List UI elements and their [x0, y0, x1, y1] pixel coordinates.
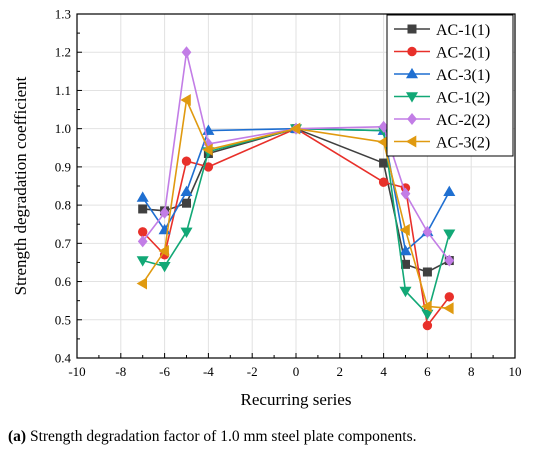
- y-tick-label: 0.9: [55, 159, 71, 174]
- data-point: [400, 187, 411, 200]
- caption-label: (a): [8, 428, 27, 445]
- legend-item: AC-3(2): [394, 135, 490, 152]
- x-tick-label: 0: [293, 364, 300, 379]
- x-tick-label: 6: [424, 364, 431, 379]
- data-point: [422, 320, 433, 331]
- legend: AC-1(1) AC-2(1) AC-3(1) AC-1(2) AC-2(2) AC-3(…: [386, 14, 514, 157]
- legend-item: AC-2(1): [394, 45, 490, 62]
- data-point: [180, 93, 191, 107]
- x-axis-title: Recurring series: [241, 390, 352, 409]
- data-point: [180, 227, 193, 238]
- legend-item: AC-1(1): [394, 22, 490, 39]
- data-point: [407, 113, 417, 125]
- data-point: [443, 229, 456, 240]
- data-point: [377, 136, 388, 149]
- data-point: [136, 277, 147, 290]
- data-point: [158, 261, 171, 273]
- data-point: [202, 143, 213, 156]
- x-tick-label: 2: [337, 364, 344, 379]
- data-point: [405, 135, 417, 148]
- data-point: [378, 177, 389, 187]
- data-point: [399, 286, 412, 298]
- legend-label: AC-1(1): [436, 22, 490, 39]
- legend-label: AC-2(1): [436, 45, 490, 62]
- x-tick-label: -6: [159, 364, 170, 379]
- data-point: [405, 92, 419, 103]
- legend-label: AC-1(2): [436, 90, 490, 107]
- data-point: [159, 206, 170, 219]
- data-point: [421, 309, 434, 321]
- y-tick-label: 1.3: [55, 7, 71, 22]
- data-point: [399, 244, 412, 256]
- x-tick-label: 4: [380, 364, 387, 379]
- y-tick-label: 1.0: [55, 121, 71, 136]
- legend-label: AC-2(2): [436, 112, 490, 129]
- data-point: [443, 185, 456, 197]
- data-point: [444, 292, 454, 302]
- x-tick-label: -8: [115, 364, 126, 379]
- legend-item: AC-3(1): [394, 67, 490, 84]
- data-point: [137, 235, 148, 248]
- data-point: [421, 300, 432, 313]
- y-tick-label: 0.8: [55, 198, 71, 213]
- legend-item: AC-2(2): [394, 112, 490, 129]
- axes: -10 -8 -6 -4 -2 0 2 4 6 8 10 0.4 0.5 0.6 0.7 0.8 0.9 1.0 1…: [55, 7, 522, 380]
- data-point: [136, 191, 149, 202]
- figure-caption: (a) Strength degradation factor of 1.0 m…: [8, 428, 548, 446]
- data-point: [138, 204, 148, 214]
- data-point: [138, 227, 148, 237]
- data-point: [158, 244, 169, 257]
- y-tick-label: 0.4: [55, 351, 72, 366]
- data-point: [422, 225, 433, 238]
- y-tick-label: 0.5: [55, 312, 71, 327]
- legend-item: AC-1(2): [394, 90, 490, 107]
- x-tick-label: 8: [468, 364, 475, 379]
- data-point: [399, 223, 410, 236]
- x-tick-label: -10: [68, 364, 85, 379]
- y-axis-title: Strength degradation coefficient: [11, 76, 30, 295]
- y-tick-label: 1.2: [55, 45, 71, 60]
- legend-label: AC-3(2): [436, 135, 490, 152]
- data-point: [405, 67, 419, 79]
- legend-label: AC-3(1): [436, 67, 490, 84]
- x-tick-label: 10: [509, 364, 522, 379]
- data-point: [181, 46, 192, 59]
- data-point: [181, 156, 192, 166]
- x-tick-label: -4: [203, 364, 214, 379]
- data-point: [407, 24, 417, 34]
- x-tick-label: -2: [247, 364, 258, 379]
- data-point: [180, 185, 193, 197]
- data-point: [379, 158, 389, 168]
- caption-text: Strength degradation factor of 1.0 mm st…: [26, 428, 417, 445]
- data-point: [422, 267, 432, 277]
- data-point: [443, 302, 454, 315]
- data-point: [136, 256, 149, 267]
- series-layer: [136, 46, 456, 331]
- y-tick-label: 0.7: [55, 236, 72, 251]
- series: [136, 93, 454, 315]
- data-point: [444, 254, 455, 267]
- data-point: [182, 198, 192, 208]
- y-tick-label: 0.6: [55, 274, 72, 289]
- legend-box: [386, 14, 514, 157]
- data-point: [407, 46, 417, 57]
- data-point: [289, 122, 301, 135]
- y-tick-label: 1.1: [55, 83, 71, 98]
